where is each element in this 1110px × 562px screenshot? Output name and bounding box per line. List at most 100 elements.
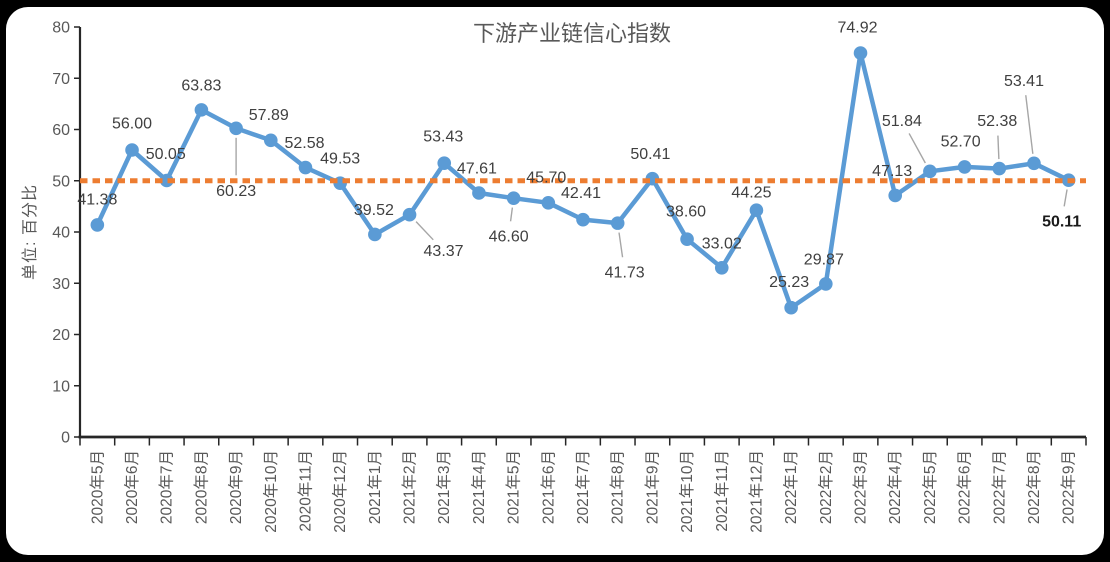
data-point-marker bbox=[90, 218, 105, 232]
data-label: 43.37 bbox=[424, 243, 464, 260]
data-label: 51.84 bbox=[882, 113, 922, 130]
data-label: 50.05 bbox=[146, 146, 186, 163]
y-axis-tick-label: 60 bbox=[52, 122, 70, 139]
data-label: 74.92 bbox=[837, 20, 877, 37]
data-point-marker bbox=[714, 260, 729, 275]
data-label: 57.89 bbox=[249, 107, 289, 124]
x-axis-label: 2021年5月 bbox=[505, 450, 523, 524]
data-point-marker bbox=[263, 133, 278, 148]
x-axis-label: 2022年3月 bbox=[852, 450, 870, 524]
data-label: 52.58 bbox=[284, 135, 324, 152]
x-axis-label: 2021年3月 bbox=[435, 450, 453, 524]
data-point-marker bbox=[749, 203, 764, 218]
x-axis-label: 2020年6月 bbox=[123, 450, 141, 524]
y-axis-tick-label: 70 bbox=[52, 71, 70, 88]
y-axis-tick-label: 20 bbox=[52, 327, 70, 344]
data-point-marker bbox=[437, 156, 452, 170]
data-label: 29.87 bbox=[804, 251, 844, 268]
y-axis-tick-label: 10 bbox=[52, 378, 70, 395]
data-label: 50.41 bbox=[630, 146, 670, 163]
plot-layer: 0 10 20 30 40 50 60 70 80 2020年5月 2020年6月 2020年7月 20… bbox=[52, 20, 1087, 533]
data-label: 50.11 bbox=[1042, 214, 1081, 231]
data-label: 44.25 bbox=[731, 185, 771, 202]
data-point-marker bbox=[680, 232, 694, 246]
data-point-marker bbox=[368, 227, 382, 242]
data-point-marker bbox=[541, 195, 556, 210]
x-axis-label: 2022年8月 bbox=[1025, 450, 1043, 524]
y-axis-tick-label: 0 bbox=[61, 430, 70, 447]
x-axis-label: 2021年7月 bbox=[574, 450, 592, 524]
data-point-marker bbox=[506, 191, 521, 205]
data-point-marker bbox=[402, 207, 417, 222]
label-leader-line bbox=[415, 221, 434, 241]
x-axis-label: 2020年7月 bbox=[158, 450, 176, 524]
data-point-marker bbox=[125, 143, 139, 157]
data-point-marker bbox=[888, 188, 903, 203]
x-axis-label: 2021年11月 bbox=[713, 450, 731, 532]
x-axis-label: 2022年2月 bbox=[817, 450, 835, 524]
x-axis-label: 2021年4月 bbox=[470, 450, 488, 524]
x-axis-label: 2021年8月 bbox=[609, 450, 627, 524]
data-label: 53.43 bbox=[423, 129, 463, 146]
x-axis-label: 2021年2月 bbox=[401, 450, 419, 524]
x-axis-label: 2022年5月 bbox=[921, 450, 939, 524]
y-axis-tick-label: 80 bbox=[52, 20, 70, 37]
x-axis-label: 2022年1月 bbox=[782, 450, 800, 524]
x-axis-label: 2020年10月 bbox=[262, 450, 280, 533]
y-axis-tick-label: 50 bbox=[52, 173, 70, 190]
data-label: 56.00 bbox=[112, 116, 152, 133]
label-leader-line bbox=[1025, 95, 1034, 154]
data-label: 39.52 bbox=[354, 202, 394, 219]
data-label: 33.02 bbox=[702, 235, 742, 252]
data-label: 52.38 bbox=[977, 113, 1017, 130]
label-leader-line bbox=[997, 135, 1000, 160]
chart-title: 下游产业链信心指数 bbox=[473, 21, 671, 46]
x-axis-label: 2020年12月 bbox=[331, 450, 349, 533]
data-point-marker bbox=[159, 173, 174, 188]
x-axis-label: 2021年9月 bbox=[643, 450, 661, 524]
label-leader-line bbox=[618, 232, 624, 258]
data-point-marker bbox=[853, 46, 868, 60]
data-label: 52.70 bbox=[941, 133, 981, 150]
x-axis-label: 2020年8月 bbox=[192, 450, 210, 524]
data-label: 25.23 bbox=[769, 274, 809, 291]
label-leader-line bbox=[509, 207, 514, 222]
data-label: 42.41 bbox=[561, 185, 601, 202]
data-point-marker bbox=[992, 161, 1007, 176]
data-point-marker bbox=[229, 121, 243, 136]
x-axis-label: 2020年11月 bbox=[296, 450, 314, 532]
data-point-marker bbox=[784, 300, 798, 315]
data-label: 46.60 bbox=[489, 229, 529, 246]
data-label: 47.61 bbox=[457, 160, 497, 177]
x-axis-label: 2020年9月 bbox=[227, 450, 245, 524]
x-axis-label: 2022年7月 bbox=[990, 450, 1008, 524]
y-axis-tick-label: 40 bbox=[52, 225, 70, 242]
data-point-marker bbox=[957, 160, 972, 174]
data-point-marker bbox=[819, 277, 833, 291]
data-label: 41.73 bbox=[605, 265, 645, 282]
x-axis-label: 2022年6月 bbox=[956, 450, 974, 524]
data-label: 47.13 bbox=[872, 163, 912, 180]
data-point-marker bbox=[576, 212, 590, 227]
data-label: 53.41 bbox=[1004, 73, 1044, 90]
x-axis-label: 2021年10月 bbox=[678, 450, 696, 533]
data-point-marker bbox=[610, 216, 625, 230]
data-point-marker bbox=[472, 186, 486, 200]
data-label: 38.60 bbox=[666, 204, 706, 221]
x-axis-label: 2022年9月 bbox=[1060, 450, 1078, 524]
data-point-marker bbox=[923, 164, 937, 179]
label-leader-line bbox=[1063, 189, 1068, 207]
y-axis-tick-label: 30 bbox=[52, 276, 70, 293]
data-point-marker bbox=[194, 103, 209, 117]
x-axis-label: 2021年1月 bbox=[366, 450, 384, 524]
x-axis-label: 2021年6月 bbox=[539, 450, 557, 524]
data-point-marker bbox=[298, 160, 313, 175]
label-leader-line bbox=[908, 133, 926, 164]
x-axis-label: 2022年4月 bbox=[886, 450, 904, 524]
data-label: 63.83 bbox=[181, 77, 221, 94]
y-axis-title: 单位: 百分比 bbox=[21, 184, 39, 280]
data-label: 60.23 bbox=[216, 183, 256, 200]
x-axis-label: 2020年5月 bbox=[88, 450, 106, 524]
chart-card bbox=[6, 7, 1104, 555]
